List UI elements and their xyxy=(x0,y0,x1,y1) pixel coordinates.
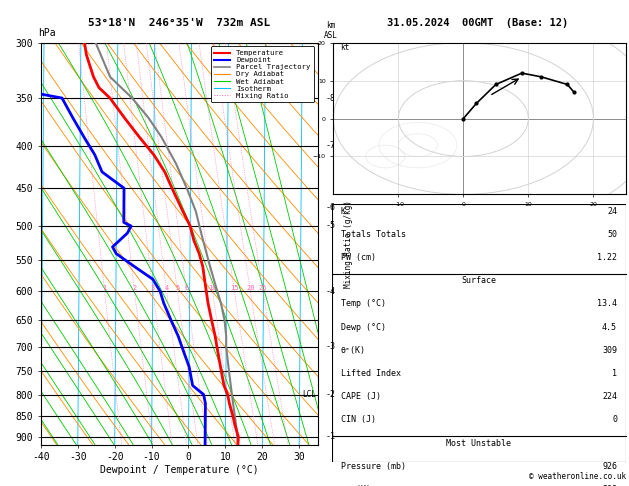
Text: 31.05.2024  00GMT  (Base: 12): 31.05.2024 00GMT (Base: 12) xyxy=(387,18,569,28)
Text: -6: -6 xyxy=(326,203,336,212)
Text: Totals Totals: Totals Totals xyxy=(341,230,406,239)
Text: K: K xyxy=(341,207,346,216)
Text: CAPE (J): CAPE (J) xyxy=(341,392,381,401)
Text: Surface: Surface xyxy=(462,276,496,285)
Text: -5: -5 xyxy=(326,222,336,230)
Text: 53°18'N  246°35'W  732m ASL: 53°18'N 246°35'W 732m ASL xyxy=(88,18,270,28)
Text: PW (cm): PW (cm) xyxy=(341,253,376,262)
Text: 4: 4 xyxy=(164,285,169,292)
Text: 5: 5 xyxy=(175,285,179,292)
Text: Pressure (mb): Pressure (mb) xyxy=(341,462,406,471)
Text: 15: 15 xyxy=(230,285,238,292)
Text: -2: -2 xyxy=(326,390,336,399)
Text: θᵉ (K): θᵉ (K) xyxy=(341,485,371,486)
Text: 10: 10 xyxy=(208,285,217,292)
Text: 926: 926 xyxy=(602,462,617,471)
Text: 1.22: 1.22 xyxy=(597,253,617,262)
Text: © weatheronline.co.uk: © weatheronline.co.uk xyxy=(529,472,626,481)
X-axis label: Dewpoint / Temperature (°C): Dewpoint / Temperature (°C) xyxy=(100,465,259,475)
Text: 1: 1 xyxy=(612,369,617,378)
Text: 3: 3 xyxy=(151,285,155,292)
Text: CIN (J): CIN (J) xyxy=(341,416,376,424)
Text: Lifted Index: Lifted Index xyxy=(341,369,401,378)
Text: Dewp (°C): Dewp (°C) xyxy=(341,323,386,331)
Text: 309: 309 xyxy=(602,485,617,486)
Text: km
ASL: km ASL xyxy=(324,21,338,40)
Text: LCL: LCL xyxy=(303,390,316,399)
Text: Temp (°C): Temp (°C) xyxy=(341,299,386,309)
Text: 2: 2 xyxy=(132,285,136,292)
Text: -4: -4 xyxy=(326,287,336,296)
Text: 13.4: 13.4 xyxy=(597,299,617,309)
Legend: Temperature, Dewpoint, Parcel Trajectory, Dry Adiabat, Wet Adiabat, Isotherm, Mi: Temperature, Dewpoint, Parcel Trajectory… xyxy=(211,46,314,103)
Text: -8: -8 xyxy=(326,94,336,103)
Text: -7: -7 xyxy=(326,141,336,151)
Text: -3: -3 xyxy=(326,342,336,351)
Text: 309: 309 xyxy=(602,346,617,355)
Text: 50: 50 xyxy=(607,230,617,239)
Text: kt: kt xyxy=(340,43,349,52)
Text: 6: 6 xyxy=(184,285,189,292)
Text: 20: 20 xyxy=(246,285,255,292)
Text: 0: 0 xyxy=(612,416,617,424)
Text: hPa: hPa xyxy=(38,28,55,38)
Text: Mixing Ratio (g/kg): Mixing Ratio (g/kg) xyxy=(344,200,353,288)
Text: Most Unstable: Most Unstable xyxy=(447,438,511,448)
Text: 4.5: 4.5 xyxy=(602,323,617,331)
Text: -1: -1 xyxy=(326,433,336,441)
Text: θᵉ(K): θᵉ(K) xyxy=(341,346,366,355)
Text: 25: 25 xyxy=(259,285,267,292)
Text: 224: 224 xyxy=(602,392,617,401)
Text: 24: 24 xyxy=(607,207,617,216)
Text: 1: 1 xyxy=(103,285,107,292)
